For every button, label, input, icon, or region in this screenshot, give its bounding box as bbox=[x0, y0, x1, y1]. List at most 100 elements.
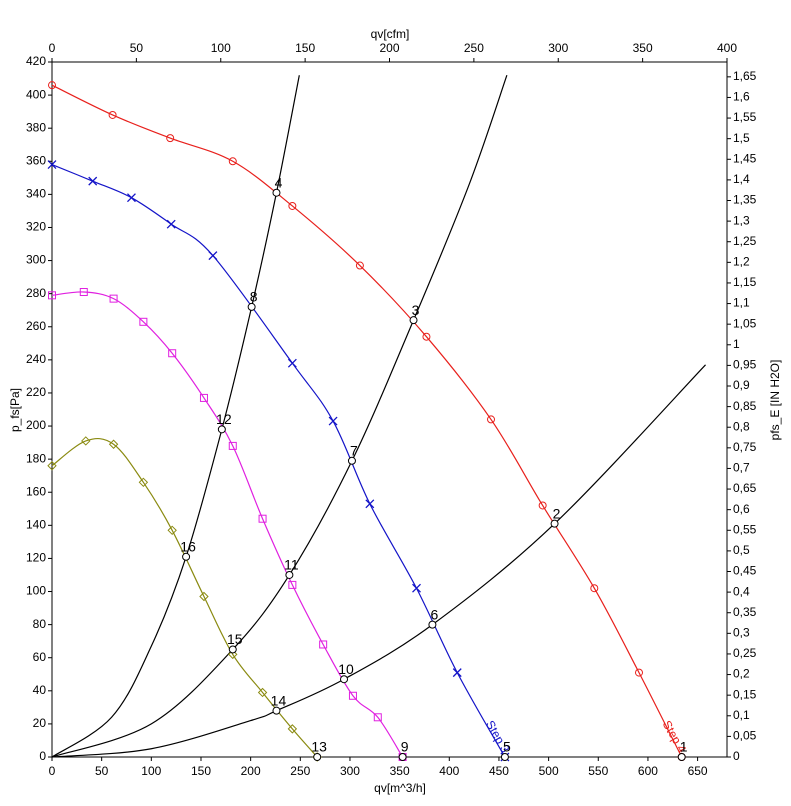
marker bbox=[328, 416, 338, 426]
marker bbox=[79, 288, 88, 297]
y-tick-label: 260 bbox=[26, 319, 46, 333]
operating-point bbox=[247, 302, 256, 311]
y2-tick-label: 0,55 bbox=[733, 522, 757, 536]
x-tick-label: 350 bbox=[390, 764, 410, 778]
y2-tick-label: 0,35 bbox=[733, 605, 757, 619]
x-tick-label: 50 bbox=[95, 764, 109, 778]
x-tick-label: 650 bbox=[688, 764, 708, 778]
y2-tick-label: 0,2 bbox=[733, 667, 750, 681]
marker bbox=[199, 591, 209, 602]
y2-tick-label: 0,9 bbox=[733, 378, 750, 392]
marker bbox=[452, 668, 462, 678]
marker bbox=[81, 436, 91, 446]
marker bbox=[257, 687, 268, 698]
y2-tick-label: 0,8 bbox=[733, 419, 750, 433]
marker bbox=[355, 261, 364, 270]
y2-tick-label: 1,65 bbox=[733, 69, 757, 83]
operating-point-label: 5 bbox=[503, 739, 511, 755]
operating-point-label: 8 bbox=[250, 289, 258, 305]
marker bbox=[167, 525, 177, 536]
x-axis-title: qv[m^3/h] bbox=[374, 781, 426, 795]
operating-point bbox=[217, 425, 226, 434]
operating-point bbox=[228, 645, 237, 654]
x-tick-label: 250 bbox=[290, 764, 310, 778]
marker bbox=[538, 501, 547, 510]
marker bbox=[258, 514, 267, 523]
y-tick-label: 340 bbox=[26, 187, 46, 201]
y2-tick-label: 0,05 bbox=[733, 729, 757, 743]
x-tick-label: 100 bbox=[141, 764, 161, 778]
y-tick-label: 0 bbox=[39, 749, 46, 763]
marker bbox=[199, 393, 208, 402]
x-tick-label: 150 bbox=[191, 764, 211, 778]
marker bbox=[109, 294, 118, 303]
x2-tick-label: 150 bbox=[295, 41, 315, 55]
y-tick-label: 100 bbox=[26, 584, 46, 598]
system-curve bbox=[51, 364, 706, 758]
operating-point bbox=[398, 753, 407, 761]
marker bbox=[487, 415, 496, 424]
marker bbox=[208, 251, 218, 261]
operating-point bbox=[677, 753, 686, 761]
system-curve bbox=[51, 75, 508, 758]
operating-point-label: 11 bbox=[284, 557, 299, 573]
marker bbox=[166, 134, 175, 143]
x2-tick-label: 250 bbox=[464, 41, 484, 55]
marker bbox=[108, 110, 117, 119]
y2-tick-label: 1,5 bbox=[733, 131, 750, 145]
operating-point-label: 2 bbox=[553, 505, 561, 521]
operating-point-label: 14 bbox=[271, 692, 287, 708]
y-tick-label: 320 bbox=[26, 220, 46, 234]
y2-tick-label: 0,85 bbox=[733, 399, 757, 413]
y2-tick-label: 1,55 bbox=[733, 110, 757, 124]
y2-tick-label: 0,5 bbox=[733, 543, 750, 557]
x-tick-label: 0 bbox=[49, 764, 56, 778]
marker bbox=[47, 461, 57, 471]
x-tick-label: 300 bbox=[340, 764, 360, 778]
x-tick-label: 550 bbox=[588, 764, 608, 778]
y2-tick-label: 0,15 bbox=[733, 687, 757, 701]
y-tick-label: 200 bbox=[26, 418, 46, 432]
operating-point bbox=[409, 316, 418, 325]
operating-point bbox=[550, 519, 559, 528]
operating-point-label: 9 bbox=[401, 739, 409, 755]
marker bbox=[228, 649, 238, 660]
operating-point-label: 4 bbox=[275, 174, 283, 190]
marker bbox=[168, 349, 177, 358]
x2-tick-label: 50 bbox=[130, 41, 144, 55]
marker bbox=[138, 477, 149, 488]
y2-tick-label: 1,05 bbox=[733, 316, 757, 330]
fan-curve bbox=[51, 164, 506, 758]
x2-tick-label: 350 bbox=[633, 41, 653, 55]
y2-tick-label: 0 bbox=[733, 749, 740, 763]
operating-point-label: 15 bbox=[227, 631, 243, 647]
marker bbox=[139, 317, 148, 326]
y-tick-label: 120 bbox=[26, 551, 46, 565]
y2-tick-label: 0,7 bbox=[733, 461, 750, 475]
y-tick-label: 400 bbox=[26, 87, 46, 101]
x2-tick-label: 0 bbox=[49, 41, 56, 55]
marker bbox=[348, 691, 357, 700]
marker bbox=[126, 193, 136, 203]
operating-point-label: 3 bbox=[412, 302, 420, 318]
y-tick-label: 360 bbox=[26, 153, 46, 167]
y2-tick-label: 0,1 bbox=[733, 708, 750, 722]
y2-tick-label: 1,4 bbox=[733, 172, 750, 186]
system-curve bbox=[51, 75, 300, 758]
operating-point-label: 10 bbox=[338, 661, 354, 677]
y2-tick-label: 1,15 bbox=[733, 275, 757, 289]
y2-tick-label: 0,6 bbox=[733, 502, 750, 516]
marker bbox=[287, 358, 297, 368]
operating-point-label: 16 bbox=[180, 538, 196, 554]
marker bbox=[48, 291, 56, 300]
marker bbox=[88, 176, 98, 186]
y-tick-label: 380 bbox=[26, 120, 46, 134]
y-tick-label: 180 bbox=[26, 451, 46, 465]
y2-tick-label: 1,6 bbox=[733, 90, 750, 104]
operating-point-label: 1 bbox=[680, 739, 688, 755]
fan-curve bbox=[51, 84, 683, 758]
marker bbox=[228, 441, 237, 450]
y2-axis-title: pfs_E [IN H2O] bbox=[768, 360, 782, 441]
y-tick-label: 80 bbox=[33, 617, 47, 631]
